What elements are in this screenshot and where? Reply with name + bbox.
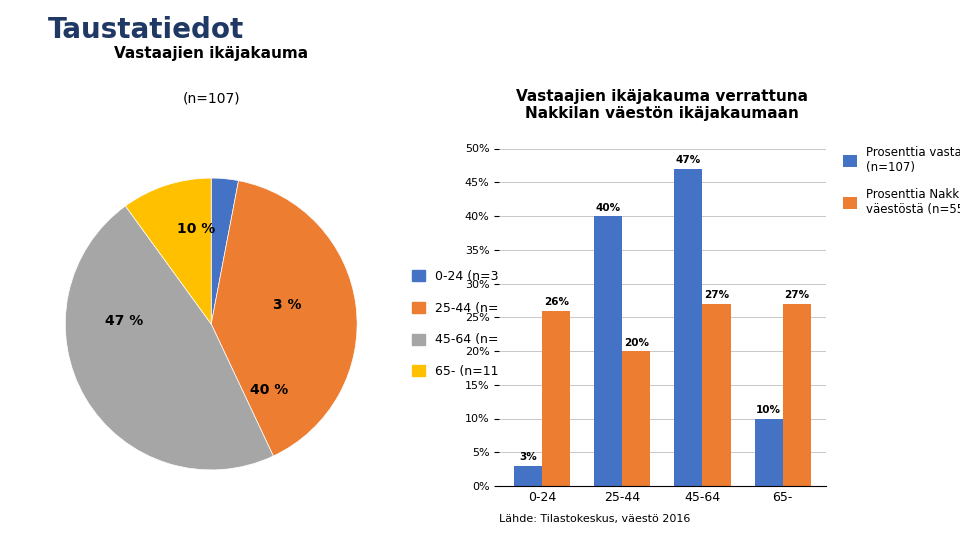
Text: 27%: 27% (784, 291, 809, 300)
Bar (755, 418, 782, 486)
Bar (675, 168, 703, 486)
Text: 26%: 26% (543, 297, 568, 307)
Text: 10%: 10% (756, 405, 781, 415)
Text: 40%: 40% (596, 202, 621, 213)
Title: Vastaajien ikäjakauma verrattuna
Nakkilan väestön ikäjakaumaan: Vastaajien ikäjakauma verrattuna Nakkila… (516, 89, 808, 122)
Wedge shape (65, 206, 274, 470)
Bar (542, 310, 570, 486)
Text: 47%: 47% (676, 156, 701, 165)
Wedge shape (211, 178, 238, 324)
Wedge shape (126, 178, 211, 324)
Text: 3%: 3% (519, 453, 537, 462)
Wedge shape (211, 181, 357, 456)
Text: 10 %: 10 % (178, 222, 216, 236)
Text: 3 %: 3 % (273, 298, 301, 312)
Text: Vastaajien ikäjakauma: Vastaajien ikäjakauma (114, 46, 308, 62)
Text: 47 %: 47 % (105, 314, 143, 328)
Bar (622, 351, 650, 486)
Text: 27%: 27% (704, 291, 729, 300)
Legend: Prosenttia vastaajista
(n=107), Prosenttia Nakkilan
väestöstä (n=5548): Prosenttia vastaajista (n=107), Prosentt… (838, 141, 960, 220)
Text: (n=107): (n=107) (182, 91, 240, 105)
Text: 40 %: 40 % (251, 383, 289, 397)
Bar (703, 303, 731, 486)
Text: 20%: 20% (624, 338, 649, 348)
Text: Lähde: Tilastokeskus, väestö 2016: Lähde: Tilastokeskus, väestö 2016 (499, 514, 690, 524)
Bar (594, 216, 622, 486)
Bar (514, 465, 542, 486)
Bar (782, 303, 811, 486)
Text: Taustatiedot: Taustatiedot (48, 16, 244, 44)
Legend: 0-24 (n=3), 25-44 (n=43), 45-64 (n=50), 65- (n=11): 0-24 (n=3), 25-44 (n=43), 45-64 (n=50), … (407, 265, 524, 383)
